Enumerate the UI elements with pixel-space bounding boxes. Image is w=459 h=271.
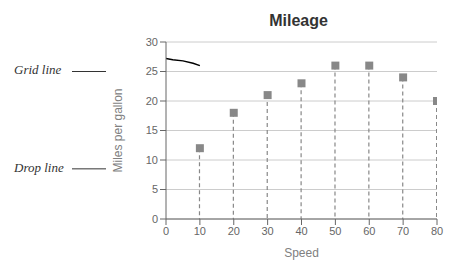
svg-text:Speed: Speed — [284, 246, 319, 260]
svg-text:0: 0 — [163, 225, 169, 237]
svg-text:20: 20 — [146, 95, 158, 107]
svg-text:0: 0 — [152, 213, 158, 225]
svg-text:Miles per gallon: Miles per gallon — [111, 88, 125, 172]
svg-text:25: 25 — [146, 65, 158, 77]
svg-text:Drop line: Drop line — [13, 160, 64, 175]
svg-text:10: 10 — [194, 225, 206, 237]
svg-text:5: 5 — [152, 183, 158, 195]
svg-text:60: 60 — [363, 225, 375, 237]
svg-text:40: 40 — [295, 225, 307, 237]
svg-text:50: 50 — [329, 225, 341, 237]
svg-text:70: 70 — [397, 225, 409, 237]
svg-text:30: 30 — [262, 225, 274, 237]
svg-text:80: 80 — [431, 225, 443, 237]
html-text:Mileage: Mileage — [269, 12, 328, 29]
svg-text:15: 15 — [146, 124, 158, 136]
svg-text:30: 30 — [146, 36, 158, 48]
svg-text:20: 20 — [228, 225, 240, 237]
svg-text:10: 10 — [146, 154, 158, 166]
svg-text:Grid line: Grid line — [14, 62, 62, 77]
